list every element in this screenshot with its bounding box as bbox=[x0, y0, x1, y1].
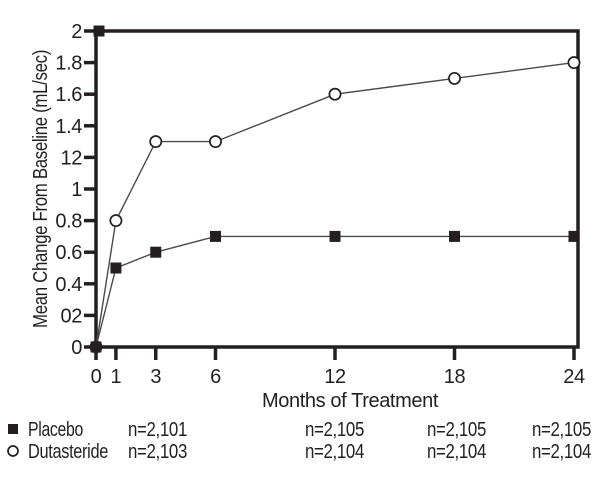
marker-filled-square bbox=[329, 230, 341, 242]
y-tick-label: 1.4 bbox=[55, 116, 82, 138]
y-tick-label: 0.8 bbox=[55, 211, 82, 233]
data-series bbox=[89, 56, 581, 354]
legend-count: n=2,105 bbox=[305, 419, 364, 441]
legend-count: n=2,103 bbox=[128, 441, 187, 463]
legend-marker-open-circle bbox=[7, 445, 19, 457]
legend-count: n=2,104 bbox=[305, 441, 364, 463]
y-tick-label: 1.6 bbox=[55, 84, 82, 106]
marker-open-circle bbox=[448, 71, 461, 85]
y-tick-label: 0 bbox=[71, 337, 82, 359]
x-tick-label: 12 bbox=[324, 366, 346, 388]
marker-open-circle bbox=[209, 135, 222, 149]
y-tick-label: 1.8 bbox=[55, 53, 82, 75]
y-tick-label: 0.4 bbox=[55, 274, 82, 296]
marker-filled-square bbox=[90, 341, 102, 353]
legend-count: n=2,104 bbox=[427, 441, 486, 463]
marker-open-circle bbox=[567, 56, 581, 70]
marker-open-circle bbox=[109, 214, 123, 228]
legend-series-label: Dutasteride bbox=[28, 441, 108, 463]
legend-count: n=2,104 bbox=[532, 441, 591, 463]
x-axis-title: Months of Treatment bbox=[262, 390, 439, 412]
series-line-dutasteride bbox=[95, 61, 575, 348]
plot-frame bbox=[94, 29, 580, 349]
legend-count: n=2,101 bbox=[128, 419, 187, 441]
y-tick-label: 12 bbox=[61, 147, 83, 169]
x-tick-label: 0 bbox=[91, 366, 102, 388]
marker-open-circle bbox=[149, 135, 163, 149]
x-tick-label: 6 bbox=[210, 366, 221, 388]
x-tick-label: 1 bbox=[111, 366, 122, 388]
y-axis-title: Mean Change From Baseline (mL/sec) bbox=[30, 50, 52, 328]
legend: Placebo n=2,101 n=2,105 n=2,105 n=2,105 Dutas… bbox=[7, 419, 592, 463]
marker-filled-square bbox=[110, 262, 122, 274]
y-tick-label: 1 bbox=[71, 179, 82, 201]
legend-count: n=2,105 bbox=[532, 419, 591, 441]
series-line-placebo bbox=[95, 235, 574, 348]
x-tick-label: 18 bbox=[444, 366, 466, 388]
y-tick-label: 02 bbox=[61, 305, 83, 327]
y-axis-ticks: 0 02 0.4 0.6 0.8 1 12 1.4 1.6 1.8 2 bbox=[55, 21, 96, 359]
x-tick-label: 3 bbox=[150, 366, 161, 388]
y-tick-label: 0.6 bbox=[55, 242, 82, 264]
legend-series-label: Placebo bbox=[28, 419, 83, 441]
frame-corner-ornament bbox=[93, 25, 105, 37]
marker-filled-square bbox=[568, 230, 580, 242]
marker-filled-square bbox=[210, 230, 221, 242]
legend-count: n=2,105 bbox=[427, 419, 486, 441]
marker-open-circle bbox=[328, 87, 342, 101]
marker-filled-square bbox=[449, 230, 460, 242]
marker-filled-square bbox=[150, 246, 162, 258]
legend-marker-filled-square bbox=[8, 424, 18, 434]
y-tick-label: 2 bbox=[71, 21, 82, 43]
x-tick-label: 24 bbox=[563, 366, 585, 388]
x-axis-ticks: 0 1 3 6 12 18 24 bbox=[91, 347, 585, 388]
